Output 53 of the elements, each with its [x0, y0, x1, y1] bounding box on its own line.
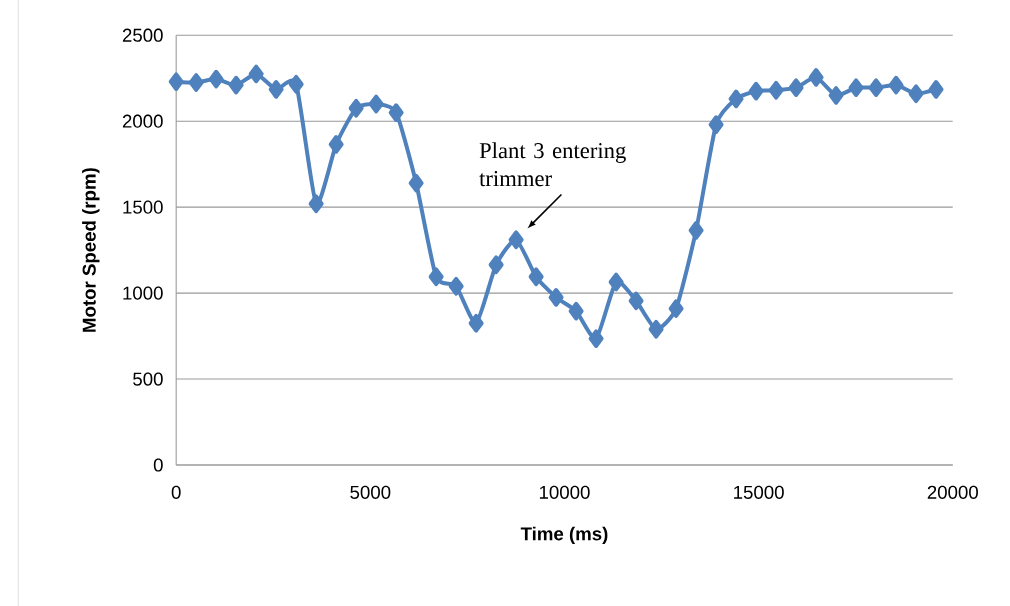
point	[608, 272, 624, 292]
point	[588, 329, 604, 348]
point	[308, 194, 324, 213]
point	[248, 64, 264, 84]
point	[368, 94, 384, 114]
point	[688, 220, 704, 240]
x-tick-label: 5000	[350, 485, 391, 499]
point	[548, 287, 564, 307]
point	[768, 80, 784, 100]
x-tick-label: 15000	[734, 485, 784, 499]
point	[488, 255, 504, 274]
point	[868, 78, 884, 97]
point	[668, 299, 684, 318]
point	[568, 301, 584, 321]
point	[268, 79, 284, 99]
point	[288, 74, 304, 94]
y-tick-label: 1000	[123, 286, 163, 300]
point	[428, 267, 444, 287]
x-tick-label: 0	[171, 485, 181, 499]
y-tick-label: 500	[133, 372, 163, 386]
point	[408, 173, 424, 193]
point	[888, 75, 904, 95]
y-tick-label: 0	[153, 458, 163, 472]
point	[928, 79, 944, 99]
point	[208, 69, 224, 89]
point	[748, 81, 764, 101]
y-tick-label: 1500	[123, 200, 163, 214]
y-tick-label: 2500	[122, 28, 163, 42]
point	[468, 313, 484, 333]
point	[528, 267, 544, 287]
point	[788, 78, 804, 97]
point	[628, 291, 644, 311]
point	[648, 319, 664, 339]
point	[508, 230, 524, 250]
annotation: Plant 3 entering trimmer	[479, 142, 626, 187]
point	[808, 67, 824, 87]
x-axis-title: Time (ms)	[520, 526, 608, 545]
y-axis-title: Motor Speed (rpm)	[82, 168, 100, 332]
point	[188, 73, 204, 92]
y-tick-label: 2000	[122, 114, 163, 128]
point	[168, 72, 184, 91]
point	[708, 115, 724, 134]
x-tick-label: 20000	[927, 485, 978, 499]
point	[388, 103, 404, 122]
point	[448, 276, 464, 296]
x-tick-label: 10000	[539, 485, 590, 499]
point	[728, 89, 744, 109]
point	[908, 84, 924, 103]
point	[228, 75, 244, 95]
point	[328, 134, 344, 154]
point	[348, 98, 364, 118]
point	[828, 85, 844, 105]
point	[848, 78, 864, 97]
